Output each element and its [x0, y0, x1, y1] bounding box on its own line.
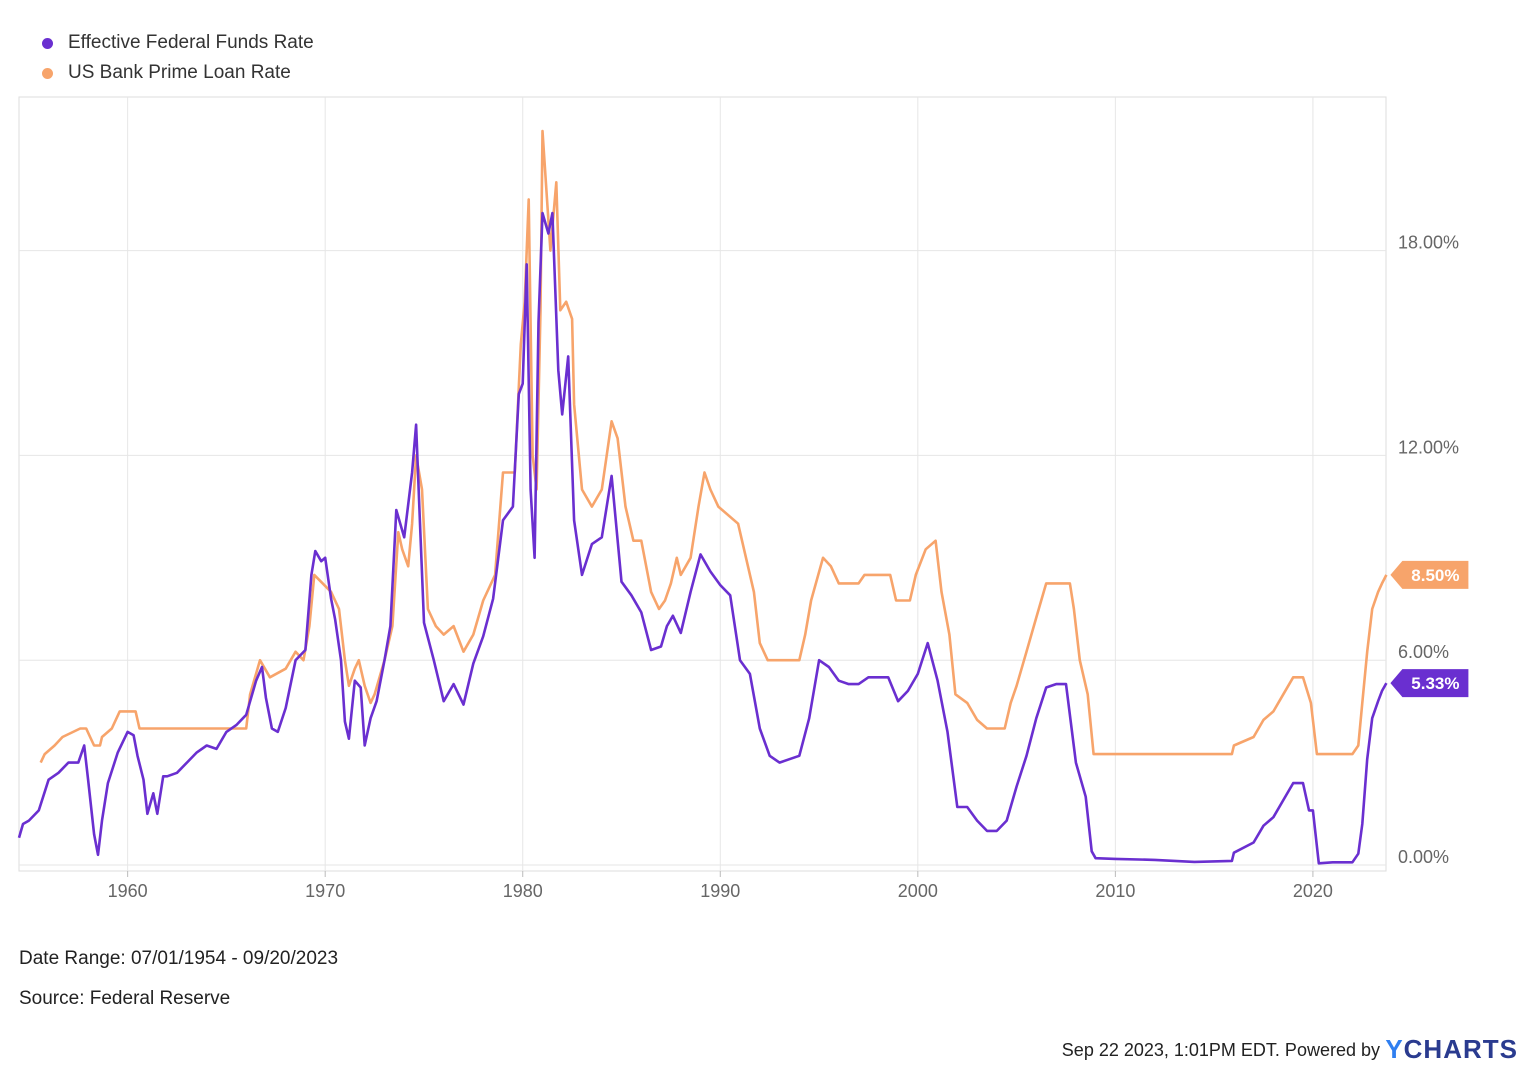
x-tick-label: 2000: [898, 881, 938, 901]
y-tick-label: 18.00%: [1398, 233, 1459, 253]
date-range-text: Date Range: 07/01/1954 - 09/20/2023: [19, 948, 339, 969]
last-value-badge: [1390, 669, 1469, 698]
x-tick-label: 1980: [503, 881, 543, 901]
y-tick-label: 6.00%: [1398, 642, 1449, 662]
legend-dot-icon: [42, 38, 53, 49]
x-tick-label: 1990: [700, 881, 740, 901]
last-value-labels: 8.50% 5.33%: [1390, 560, 1469, 698]
source-text: Source: Federal Reserve: [19, 988, 231, 1009]
legend-label: US Bank Prime Loan Rate: [68, 62, 291, 83]
x-tick-label: 1960: [108, 881, 148, 901]
series-layer: [17, 129, 1388, 865]
grid-layer: [19, 97, 1386, 877]
x-tick-label: 1970: [305, 881, 345, 901]
last-value-badge: [1390, 560, 1469, 589]
logo-rest: CHARTS: [1403, 1034, 1518, 1064]
ycharts-logo[interactable]: YCHARTS: [1385, 1034, 1518, 1065]
plot-area-border: [18, 96, 1387, 872]
timestamp-text: Sep 22 2023, 1:01PM EDT. Powered by: [1061, 1040, 1380, 1060]
y-tick-label: 0.00%: [1398, 847, 1449, 867]
legend-item-effr[interactable]: Effective Federal Funds Rate: [38, 28, 314, 58]
last-value-label: 5.33%: [1411, 674, 1459, 693]
chart-canvas: 1960 1970 1980 1990 2000 2010 2020 0.00% 6.00% 1…: [17, 96, 1469, 901]
legend-label: Effective Federal Funds Rate: [68, 32, 314, 53]
x-axis-ticks: 1960 1970 1980 1990 2000 2010 2020: [108, 881, 1333, 901]
series-line-0: [17, 211, 1388, 865]
legend-dot-icon: [42, 68, 53, 79]
y-axis-ticks: 0.00% 6.00% 12.00% 18.00%: [1398, 233, 1459, 867]
x-tick-label: 2010: [1095, 881, 1135, 901]
logo-y: Y: [1385, 1034, 1404, 1064]
chart-legend: Effective Federal Funds Rate US Bank Pri…: [38, 28, 314, 88]
x-tick-label: 2020: [1293, 881, 1333, 901]
last-value-label: 8.50%: [1411, 566, 1459, 585]
y-tick-label: 12.00%: [1398, 437, 1459, 457]
legend-item-prime[interactable]: US Bank Prime Loan Rate: [38, 58, 314, 88]
series-line-1: [39, 129, 1388, 764]
